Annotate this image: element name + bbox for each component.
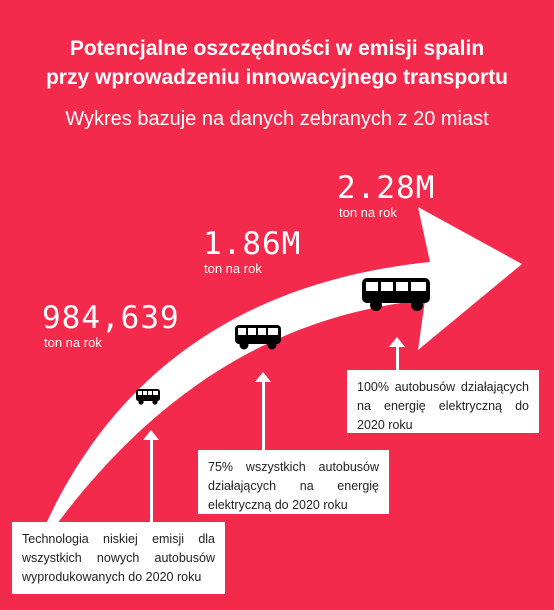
pointer-3-arrowhead: [389, 337, 405, 347]
pointer-1-arrowhead: [143, 430, 159, 440]
pointer-1-line: [150, 439, 153, 523]
stage-3-value: 2.28M: [337, 170, 436, 206]
bus-icon-medium: [235, 325, 281, 350]
stage-2-value: 1.86M: [203, 226, 302, 262]
pointer-3-line: [396, 346, 399, 372]
pointer-2-arrowhead: [255, 372, 271, 382]
stage-1-value: 984,639: [42, 300, 180, 336]
page-subtitle: Wykres bazuje na danych zebranych z 20 m…: [65, 108, 489, 130]
bus-icon-large: [362, 278, 430, 311]
stage-1-unit: ton na rok: [44, 335, 102, 350]
stage-3-unit: ton na rok: [339, 205, 397, 220]
stage-2-description: 75% wszystkich autobusów działających na…: [198, 450, 389, 514]
stage-1-description: Technologia niskiej emisji dla wszystkic…: [12, 522, 225, 594]
pointer-2-line: [262, 381, 265, 451]
bus-icon-small: [136, 389, 160, 405]
stage-3-description: 100% autobusów działających na energię e…: [347, 370, 539, 433]
stage-2-unit: ton na rok: [204, 261, 262, 276]
page-title-line-2: przy wprowadzeniu innowacyjnego transpor…: [45, 66, 509, 89]
page-title-line-1: Potencjalne oszczędności w emisji spalin: [69, 37, 485, 60]
